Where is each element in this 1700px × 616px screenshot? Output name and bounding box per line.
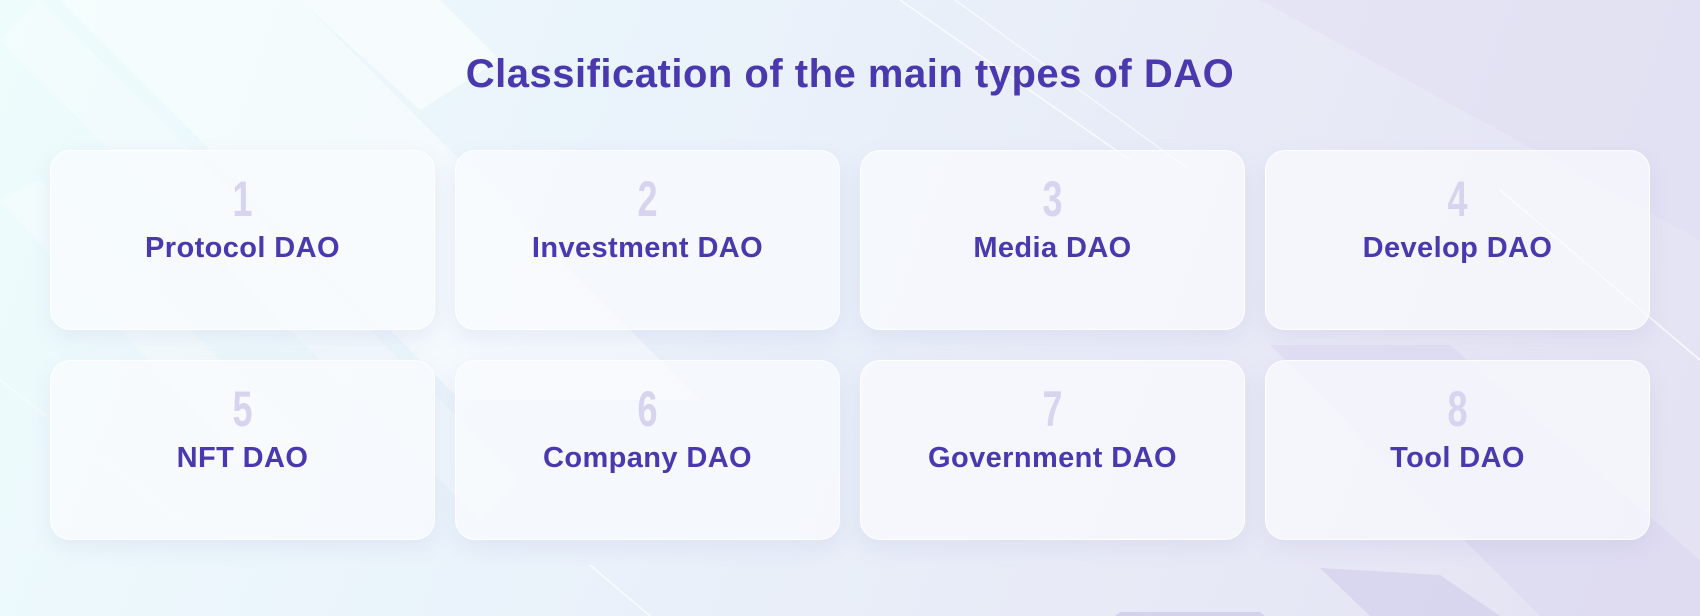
card-number: 4: [1447, 171, 1468, 227]
card-number: 8: [1447, 381, 1468, 437]
dao-card-investment: 2 Investment DAO: [455, 150, 840, 330]
card-number: 3: [1042, 171, 1063, 227]
card-title: Tool DAO: [1390, 442, 1525, 474]
card-number: 6: [637, 381, 658, 437]
card-title: Government DAO: [928, 442, 1177, 474]
dao-card-develop: 4 Develop DAO: [1265, 150, 1650, 330]
card-number: 1: [232, 171, 253, 227]
dao-card-company: 6 Company DAO: [455, 360, 840, 540]
card-title: Media DAO: [973, 232, 1132, 264]
dao-types-grid: 1 Protocol DAO 2 Investment DAO 3 Media …: [50, 150, 1650, 540]
card-title: Protocol DAO: [145, 232, 340, 264]
dao-card-government: 7 Government DAO: [860, 360, 1245, 540]
card-number: 5: [232, 381, 253, 437]
dao-card-media: 3 Media DAO: [860, 150, 1245, 330]
dao-card-protocol: 1 Protocol DAO: [50, 150, 435, 330]
card-title: Develop DAO: [1362, 232, 1553, 264]
dao-card-nft: 5 NFT DAO: [50, 360, 435, 540]
card-number: 7: [1042, 381, 1063, 437]
card-number: 2: [637, 171, 658, 227]
card-title: NFT DAO: [176, 442, 309, 474]
card-title: Investment DAO: [531, 232, 764, 264]
dao-card-tool: 8 Tool DAO: [1265, 360, 1650, 540]
card-title: Company DAO: [542, 442, 753, 474]
page-title: Classification of the main types of DAO: [465, 52, 1235, 96]
